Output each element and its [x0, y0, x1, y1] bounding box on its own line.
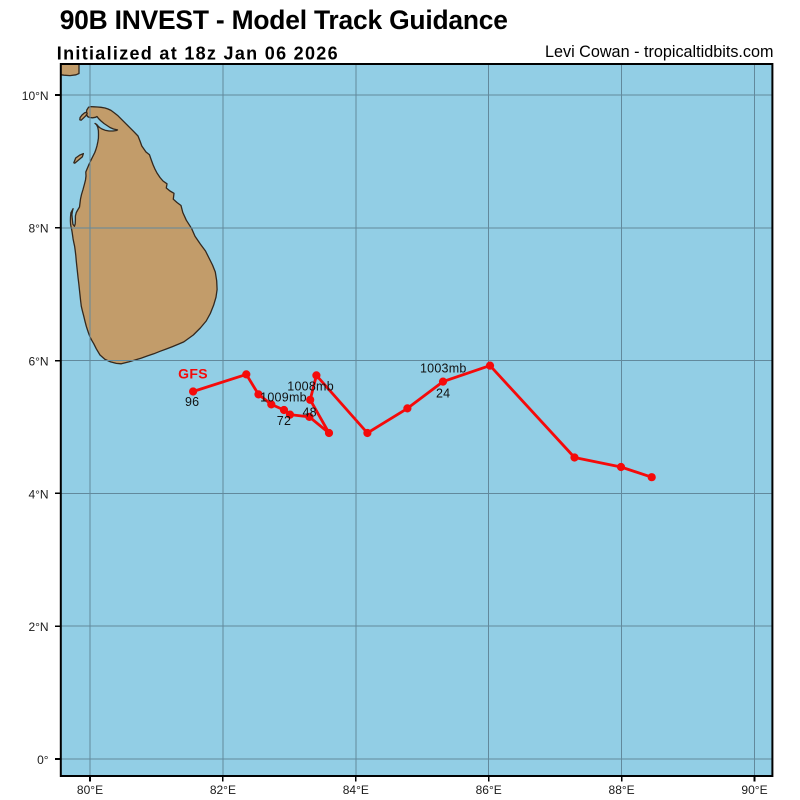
svg-text:8°N: 8°N: [28, 222, 48, 236]
svg-text:48: 48: [302, 405, 316, 419]
svg-text:1003mb: 1003mb: [420, 361, 467, 375]
svg-text:90°E: 90°E: [741, 783, 767, 797]
svg-text:0°: 0°: [37, 753, 49, 767]
svg-text:10°N: 10°N: [22, 89, 49, 103]
svg-text:2°N: 2°N: [28, 620, 48, 634]
svg-text:Levi Cowan - tropicaltidbits.c: Levi Cowan - tropicaltidbits.com: [545, 43, 774, 61]
svg-text:86°E: 86°E: [476, 783, 502, 797]
svg-text:82°E: 82°E: [210, 783, 236, 797]
svg-text:90B INVEST - Model Track Guida: 90B INVEST - Model Track Guidance: [60, 5, 508, 35]
svg-text:6°N: 6°N: [28, 355, 48, 369]
svg-text:1009mb: 1009mb: [260, 390, 307, 404]
svg-text:GFS: GFS: [178, 366, 208, 382]
svg-text:80°E: 80°E: [77, 783, 103, 797]
svg-text:1008mb: 1008mb: [287, 380, 334, 394]
svg-text:88°E: 88°E: [609, 783, 635, 797]
svg-text:72: 72: [277, 414, 291, 428]
svg-text:Initialized at 18z Jan 06 2026: Initialized at 18z Jan 06 2026: [57, 43, 339, 63]
svg-text:84°E: 84°E: [343, 783, 369, 797]
svg-text:4°N: 4°N: [28, 487, 48, 501]
svg-text:96: 96: [185, 395, 199, 409]
svg-text:24: 24: [436, 387, 450, 401]
